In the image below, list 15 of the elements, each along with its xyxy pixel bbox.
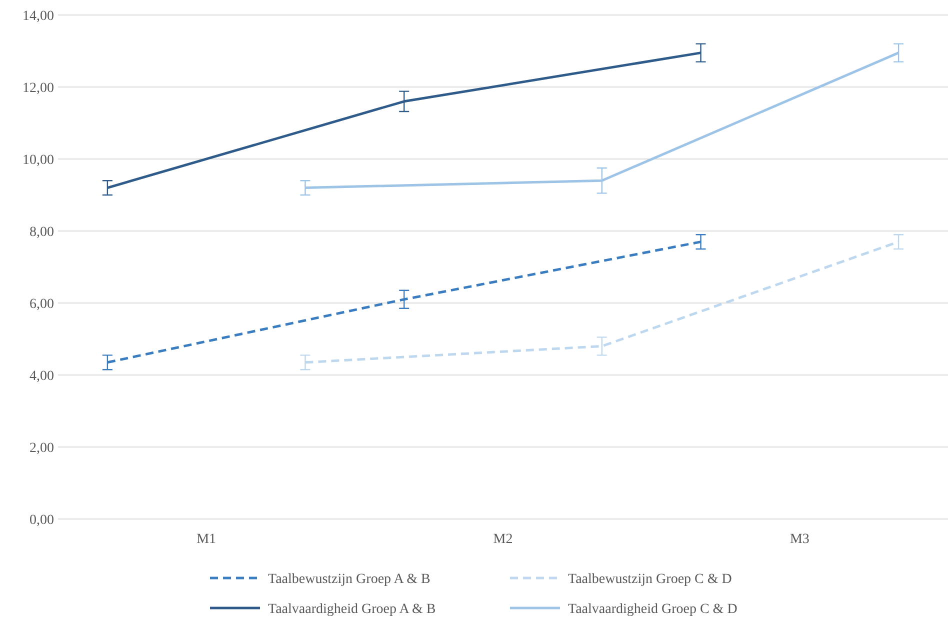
y-tick-label: 10,00 <box>22 152 54 168</box>
legend-label: Taalbewustzijn Groep A & B <box>268 572 430 587</box>
y-tick-label: 8,00 <box>30 224 54 240</box>
y-tick-label: 12,00 <box>22 80 54 96</box>
y-tick-label: 2,00 <box>30 440 54 456</box>
y-tick-label: 6,00 <box>30 296 54 312</box>
legend-label: Taalbewustzijn Groep C & D <box>568 572 732 587</box>
y-tick-label: 4,00 <box>30 368 54 384</box>
x-tick-label: M3 <box>790 532 810 547</box>
y-tick-label: 14,00 <box>22 8 54 24</box>
x-tick-label: M2 <box>493 532 513 547</box>
x-tick-label: M1 <box>196 532 216 547</box>
legend-label: Taalvaardigheid Groep A & B <box>268 602 436 617</box>
y-tick-label: 0,00 <box>30 512 54 528</box>
legend-label: Taalvaardigheid Groep C & D <box>568 602 738 617</box>
